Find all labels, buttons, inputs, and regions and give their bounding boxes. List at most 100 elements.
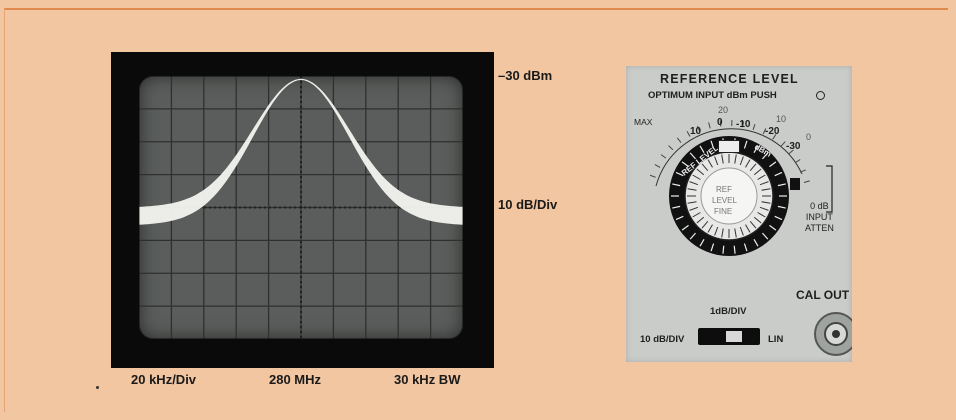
scale-0: 0 — [717, 117, 723, 128]
inner-tick — [739, 156, 744, 166]
mode-switch-handle[interactable] — [726, 331, 742, 342]
inner-tick — [749, 220, 757, 229]
bandwidth-label: 30 kHz BW — [394, 372, 461, 387]
spectrum-display — [139, 76, 463, 339]
scale-tick — [772, 134, 777, 140]
dial-tick — [675, 215, 684, 221]
inner-tick — [689, 206, 699, 211]
dial-tick — [675, 171, 684, 177]
inner-tick — [757, 174, 766, 180]
scale-tick — [794, 159, 801, 164]
panel-title: REFERENCE LEVEL — [660, 72, 799, 86]
scale-tick — [697, 125, 701, 132]
scale-tick — [762, 128, 767, 135]
scale-minus-30: -30 — [786, 141, 801, 152]
input-atten-label: 0 dB INPUT ATTEN — [805, 201, 834, 233]
scale-tick — [686, 131, 691, 137]
push-button-icon[interactable] — [816, 91, 825, 100]
dial-tick — [774, 215, 783, 221]
inner-tick — [745, 159, 751, 168]
inner-tick — [687, 201, 697, 204]
inner-tick — [753, 168, 762, 176]
scale-tick — [668, 145, 674, 151]
scale-tick — [719, 120, 722, 127]
knob-label-fine: FINE — [714, 207, 733, 216]
ref-level-label: –30 dBm — [498, 68, 553, 83]
max-label: MAX — [634, 117, 653, 127]
atten-bracket — [826, 165, 833, 213]
panel-graphics — [649, 120, 833, 256]
knob-label-ref: REF — [716, 185, 732, 194]
cal-out-label: CAL OUT — [796, 288, 850, 302]
dial-tick — [722, 245, 725, 254]
inner-tick — [761, 201, 771, 204]
inner-tick — [734, 228, 737, 238]
speck-dot — [96, 386, 99, 389]
outer-scale-arc — [655, 128, 803, 187]
scale-tick — [742, 121, 745, 128]
inner-tick — [757, 212, 766, 218]
dial-tick — [769, 161, 777, 168]
dial-tick — [762, 152, 769, 160]
mode-lin-label: LIN — [768, 334, 784, 345]
spectrum-trace — [139, 78, 463, 225]
dial-tick — [681, 224, 689, 231]
inner-tick — [714, 156, 719, 166]
cal-out-connector[interactable] — [814, 312, 852, 356]
dial-tick — [769, 224, 777, 231]
inner-tick — [687, 188, 697, 191]
inner-tick — [734, 154, 737, 164]
dial-tick — [672, 183, 681, 187]
scale-minus-10: -10 — [736, 119, 751, 130]
dial-tick — [762, 232, 769, 240]
dial-tick — [777, 205, 786, 209]
mode-switch[interactable] — [698, 328, 760, 345]
scale-tick — [654, 164, 661, 168]
dial-indicator-window — [718, 140, 740, 153]
dial-tick — [710, 140, 715, 149]
inner-tick — [749, 163, 757, 172]
inner-tick — [692, 174, 701, 180]
dial-tick — [710, 243, 715, 252]
inner-tick — [689, 181, 699, 186]
scale-tick — [803, 180, 810, 183]
scale-light-0: 0 — [806, 132, 812, 142]
inner-tick — [696, 216, 705, 224]
inner-tick — [739, 226, 744, 236]
inner-tick — [761, 188, 771, 191]
scale-light-10: 10 — [776, 114, 787, 124]
scale-tick — [780, 141, 786, 147]
dial-tick — [699, 145, 705, 153]
connector-ring — [824, 322, 848, 346]
inner-tick — [753, 216, 762, 224]
scale-tick — [708, 122, 711, 129]
dial-tick — [689, 152, 696, 160]
mode-1db-label: 1dB/DIV — [710, 306, 747, 317]
crt-bezel — [111, 52, 494, 368]
scale-tick — [788, 149, 794, 155]
inner-tick — [701, 220, 709, 229]
inner-tick — [721, 228, 724, 238]
dial-tick — [743, 243, 748, 252]
dial-tick — [774, 171, 783, 177]
inner-tick — [707, 159, 713, 168]
dial-tick — [753, 239, 759, 247]
dial-tick — [753, 145, 759, 153]
scale-tick — [660, 154, 667, 159]
page-frame — [4, 8, 948, 412]
scale-light-20: 20 — [718, 105, 729, 115]
scale-10: 10 — [690, 126, 702, 137]
inner-tick — [759, 181, 769, 186]
dial-tick — [699, 239, 705, 247]
inner-tick — [692, 212, 701, 218]
scale-tick — [752, 123, 756, 130]
panel-subtitle: OPTIMUM INPUT dBm PUSH — [648, 90, 777, 101]
fine-knob — [700, 167, 758, 225]
dial-tick — [672, 205, 681, 209]
atten-marker — [790, 178, 800, 190]
dial-tick — [681, 161, 689, 168]
connector-pin — [832, 330, 840, 338]
dial-tick — [689, 232, 696, 240]
inner-tick — [707, 224, 713, 233]
scale-tick — [800, 169, 806, 173]
